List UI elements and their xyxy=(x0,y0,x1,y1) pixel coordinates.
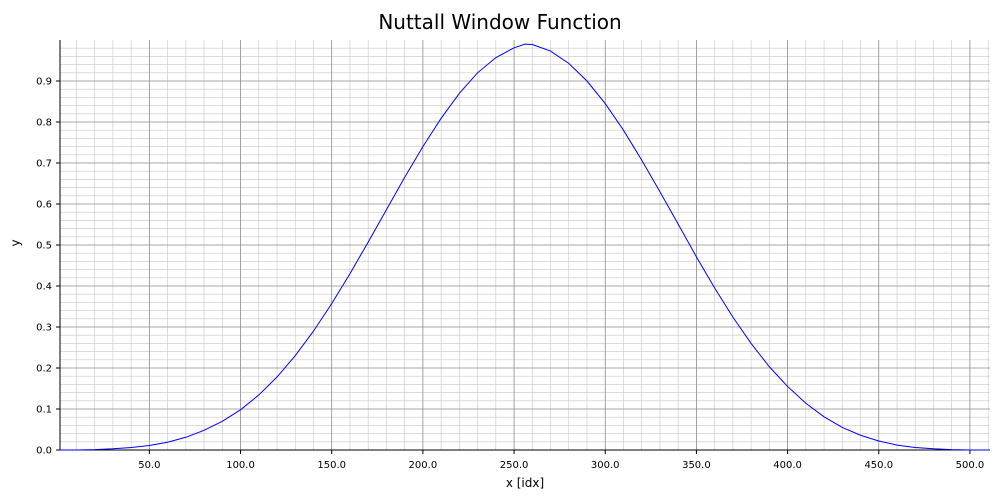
y-tick-label: 0.0 xyxy=(36,446,52,457)
major-gridlines xyxy=(60,40,990,450)
y-tick-label: 0.5 xyxy=(36,241,52,252)
y-tick-label: 0.7 xyxy=(36,159,52,170)
x-tick-label: 500.0 xyxy=(956,460,985,471)
x-tick-label: 300.0 xyxy=(591,460,620,471)
y-axis-label: y xyxy=(8,239,23,247)
y-tick-label: 0.9 xyxy=(36,77,52,88)
series-group xyxy=(60,43,990,451)
chart-title: Nuttall Window Function xyxy=(378,10,622,34)
x-axis-label: x [idx] xyxy=(505,476,545,490)
y-tick-label: 0.4 xyxy=(36,282,52,293)
x-tick-label: 150.0 xyxy=(317,460,346,471)
x-tick-label: 400.0 xyxy=(773,460,802,471)
x-tick-label: 50.0 xyxy=(138,460,160,471)
series-line xyxy=(60,43,990,451)
x-tick-label: 450.0 xyxy=(864,460,893,471)
axes xyxy=(56,40,990,454)
y-tick-label: 0.3 xyxy=(36,323,52,334)
x-tick-label: 200.0 xyxy=(409,460,438,471)
x-tick-label: 350.0 xyxy=(682,460,711,471)
y-tick-label: 0.8 xyxy=(36,118,52,129)
y-tick-label: 0.2 xyxy=(36,364,52,375)
x-tick-label: 250.0 xyxy=(500,460,529,471)
y-tick-label: 0.6 xyxy=(36,200,52,211)
x-tick-label: 100.0 xyxy=(226,460,255,471)
tick-labels: 50.0 100.0 150.0 200.0 250.0 300.0 350.0 400.0 4… xyxy=(36,77,984,472)
y-tick-label: 0.1 xyxy=(36,405,52,416)
